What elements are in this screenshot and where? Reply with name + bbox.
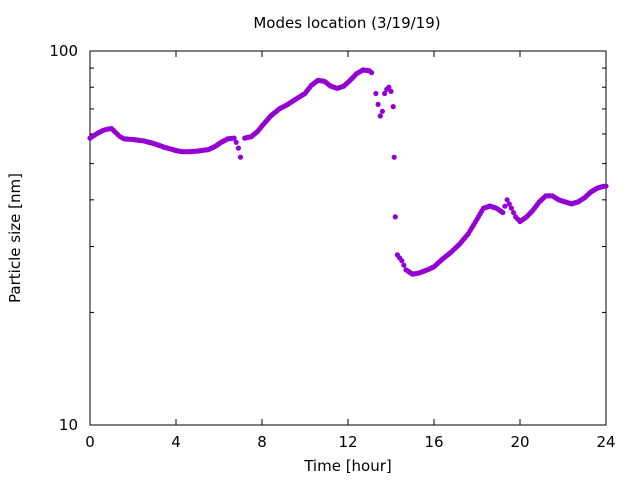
data-point — [401, 262, 407, 268]
data-point — [369, 70, 375, 76]
data-point — [233, 139, 239, 145]
plot-frame — [89, 50, 607, 426]
data-point — [386, 84, 392, 90]
data-point — [502, 203, 508, 209]
x-tick-label: 4 — [171, 433, 181, 451]
y-axis-label: Particle size [nm] — [6, 173, 24, 303]
x-tick-label: 20 — [510, 433, 529, 451]
axis-ticks — [89, 50, 607, 426]
data-point — [508, 205, 514, 211]
data-point — [392, 214, 398, 220]
x-tick-label: 24 — [596, 433, 615, 451]
data-point — [235, 145, 241, 151]
data-point — [500, 209, 506, 216]
data-point — [373, 90, 379, 97]
y-tick-label: 10 — [59, 416, 78, 434]
data-point — [390, 104, 396, 110]
data-point — [391, 154, 397, 160]
data-point — [237, 154, 244, 160]
data-point — [603, 183, 609, 189]
y-tick-labels: 10 100 — [49, 42, 78, 434]
data-points — [87, 67, 609, 277]
x-tick-label: 16 — [424, 433, 443, 451]
data-point — [377, 113, 383, 119]
data-point — [506, 201, 512, 207]
data-point — [399, 258, 405, 264]
x-tick-labels: 0 4 8 12 16 20 24 — [85, 433, 615, 451]
chart-title: Modes location (3/19/19) — [253, 14, 440, 32]
x-tick-label: 0 — [85, 433, 95, 451]
data-point — [379, 108, 385, 114]
x-tick-label: 8 — [257, 433, 267, 451]
data-point — [510, 210, 517, 216]
x-axis-label: Time [hour] — [303, 457, 392, 475]
x-tick-label: 12 — [338, 433, 357, 451]
data-point — [375, 101, 381, 107]
data-point — [231, 135, 237, 141]
y-tick-label: 100 — [49, 42, 78, 60]
data-point — [504, 197, 510, 203]
data-point — [388, 88, 394, 94]
data-point — [382, 90, 388, 97]
